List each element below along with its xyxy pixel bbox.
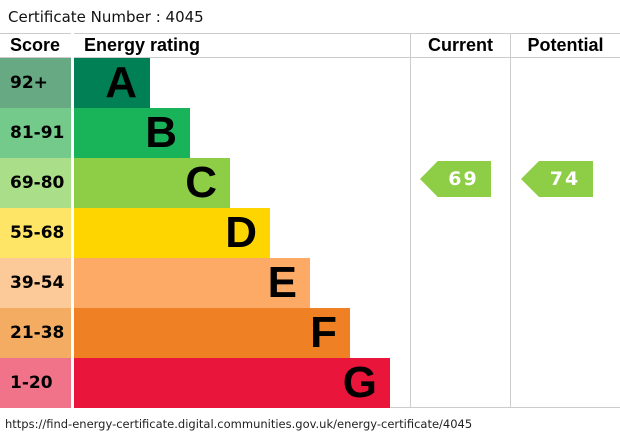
rating-table-body: 92+ A 81-91 B 69-80 C 55-68 D 39-54 E 21…: [0, 58, 620, 408]
certificate-url: https://find-energy-certificate.digital.…: [5, 417, 473, 431]
band-bar-d: D: [74, 208, 270, 258]
certificate-title: Certificate Number : 4045: [8, 7, 204, 26]
current-column: 69: [410, 58, 510, 408]
score-range-a: 92+: [0, 58, 74, 108]
band-row-f: 21-38 F: [0, 308, 410, 358]
score-range-b: 81-91: [0, 108, 74, 158]
band-bar-a: A: [74, 58, 150, 108]
current-rating-value: 69: [448, 168, 479, 190]
table-header: Score Energy rating Current Potential: [0, 33, 620, 58]
score-range-c: 69-80: [0, 158, 74, 208]
score-range-d: 55-68: [0, 208, 74, 258]
band-bar-c: C: [74, 158, 230, 208]
current-rating-arrow: 69: [420, 161, 491, 197]
header-current: Current: [410, 33, 510, 58]
band-bar-e: E: [74, 258, 310, 308]
header-energy-rating: Energy rating: [74, 33, 410, 58]
band-row-b: 81-91 B: [0, 108, 410, 158]
potential-rating-value: 74: [549, 168, 581, 190]
header-score: Score: [0, 33, 71, 58]
band-bar-f: F: [74, 308, 350, 358]
score-range-g: 1-20: [0, 358, 74, 408]
potential-rating-arrow: 74: [521, 161, 593, 197]
score-range-e: 39-54: [0, 258, 74, 308]
band-bar-b: B: [74, 108, 190, 158]
band-row-d: 55-68 D: [0, 208, 410, 258]
potential-column: 74: [510, 58, 620, 408]
band-row-g: 1-20 G: [0, 358, 410, 408]
band-bar-g: G: [74, 358, 390, 408]
band-row-e: 39-54 E: [0, 258, 410, 308]
band-row-c: 69-80 C: [0, 158, 410, 208]
header-potential: Potential: [510, 33, 620, 58]
score-range-f: 21-38: [0, 308, 74, 358]
band-row-a: 92+ A: [0, 58, 410, 108]
